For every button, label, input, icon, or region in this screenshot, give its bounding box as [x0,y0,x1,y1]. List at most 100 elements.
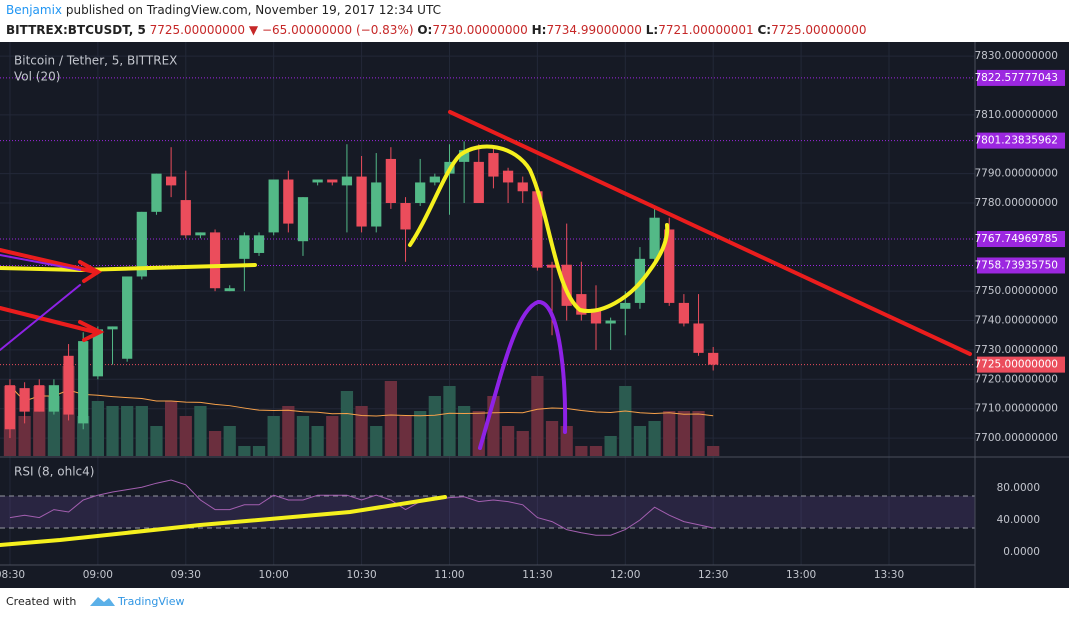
x-tick-label: 09:30 [171,569,201,581]
candle-body [19,388,30,412]
candle-body [48,385,60,412]
x-tick-label: 11:30 [522,569,552,581]
candle-body [590,308,602,324]
c-label: C: [757,23,771,37]
footer-bg [0,588,1069,619]
price-label: 7801.23835962 [974,135,1058,147]
volume-bar [677,411,691,456]
y-tick-label: 7830.00000000 [974,50,1058,62]
x-tick-label: 12:30 [698,569,728,581]
author[interactable]: Benjamix [6,3,62,17]
price-label: 7822.57777043 [974,72,1058,84]
volume-bar [604,436,617,456]
y-tick-label: 7780.00000000 [974,197,1058,209]
rsi-tick-label: 80.0000 [997,482,1040,494]
price-label: 7758.73935750 [974,259,1058,271]
candle-body [4,385,16,430]
volume-bar [121,406,134,456]
rsi-tick-label: 40.0000 [997,514,1040,526]
volume-bar [223,426,236,456]
candle-body [459,150,470,162]
x-tick-label: 12:00 [610,569,640,581]
volume-bar [91,401,104,456]
footer-brand[interactable]: TradingView [117,595,184,608]
candle-body [649,217,660,259]
x-tick-label: 13:30 [874,569,904,581]
c: 7725.00000000 [771,23,866,37]
l: 7721.00000001 [658,23,753,37]
candle-body [209,232,221,289]
candle-body [620,302,631,309]
volume-bar [633,426,647,456]
volume-bar [399,416,412,456]
volume-bar [355,406,368,456]
candle-body [356,176,367,227]
volume-bar [135,406,148,456]
candle-body [605,320,616,324]
volume-bar [531,376,544,456]
published: published on TradingView.com, November 1… [66,3,441,17]
x-tick-label: 09:00 [83,569,113,581]
candle-body [122,276,133,359]
volume-bar [164,401,178,456]
candle-body [693,323,704,353]
symbol: BITTREX:BTCUSDT, 5 [6,23,146,37]
red-trendline [448,110,972,356]
chart-title: Bitcoin / Tether, 5, BITTREX [14,54,177,68]
volume-ma [9,385,714,417]
red-arrows [0,248,105,342]
candle-body [224,288,235,292]
candle-body [312,179,323,183]
price-label-bg [977,69,1065,86]
rsi-tick-label: 0.0000 [1003,546,1040,558]
price-label-bg [977,231,1065,248]
yellow-curve [408,144,670,313]
volume-bar [370,426,383,456]
candle-body [253,235,265,253]
candle-body [664,229,675,303]
candle-body [561,264,572,306]
candle-body [532,191,543,268]
candle-body [78,341,89,424]
volume-bar [179,416,192,456]
yellow-rsi-line [0,495,447,547]
candle-body [63,355,74,415]
candle-body [502,170,514,183]
y-tick-label: 7810.00000000 [974,109,1058,121]
plot: 08:30 09:00 09:30 10:00 10:30 11:00 11:30 12:00… [0,42,1065,581]
candle-body [429,176,440,183]
y-tick-label: 7710.00000000 [974,403,1058,415]
candle-body [708,352,719,365]
candle-body [283,179,294,224]
candle-body [297,197,309,242]
volume-bar [516,431,529,456]
volume-bar [252,446,266,456]
candle-body [473,161,484,204]
price-label-bg [977,356,1065,373]
volume-bar [458,406,471,456]
volume-bar [194,406,207,456]
candle-body [180,200,191,236]
change: −65.00000000 (−0.83%) [262,23,414,37]
price-label: 7767.74969785 [974,233,1058,245]
candle-body [400,203,411,230]
x-tick-label: 11:00 [434,569,464,581]
x-tick-label: 10:30 [346,569,376,581]
rsi-band [0,496,975,528]
l-label: L: [646,23,658,37]
volume-bar [414,411,427,456]
candle-body [268,179,279,233]
candle-body [517,182,528,192]
candle-body [678,302,690,324]
candle-body [546,264,558,268]
annotations [0,110,972,547]
volume-bar [428,396,441,456]
volume-bar [106,406,119,456]
candle-body [371,182,382,227]
header-line1: Benjamix published on TradingView.com, N… [6,3,441,17]
volume-title: Vol (20) [14,70,60,84]
volume-bar [384,381,398,456]
volume-bar [648,421,661,456]
price-label: 7725.00000000 [974,359,1058,371]
x-tick-label: 10:00 [259,569,289,581]
